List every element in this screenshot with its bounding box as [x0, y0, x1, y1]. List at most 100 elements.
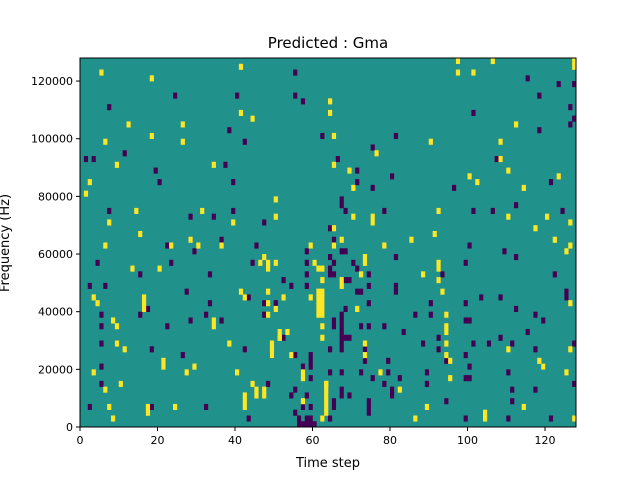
heatmap-cell-low: [331, 259, 337, 266]
heatmap-cell-low: [339, 248, 344, 255]
heatmap-cell-high: [436, 265, 441, 272]
heatmap-cell-high: [149, 132, 154, 140]
heatmap-cell-low: [103, 282, 108, 289]
heatmap-cell-high: [273, 196, 278, 203]
heatmap-cell-low: [347, 334, 352, 341]
heatmap-cell-low: [157, 179, 162, 186]
heatmap-cell-high: [568, 242, 573, 249]
heatmap-cell-high: [320, 334, 325, 341]
heatmap-cell-low: [149, 346, 154, 353]
heatmap-cell-low: [486, 340, 492, 347]
heatmap-cell-high: [266, 300, 271, 307]
heatmap-cell-low: [107, 104, 112, 111]
heatmap-cell-high: [339, 282, 344, 289]
heatmap-cell-low: [339, 386, 344, 393]
heatmap-cell-low: [153, 167, 158, 174]
heatmap-cell-high: [370, 213, 375, 220]
heatmap-cell-low: [293, 92, 298, 99]
heatmap-cell-high: [316, 305, 321, 312]
heatmap-cell-low: [343, 248, 348, 255]
x-tick-label: 40: [228, 434, 242, 447]
heatmap-cell-high: [266, 259, 271, 266]
heatmap-cell-low: [366, 271, 371, 278]
heatmap-cell-high: [471, 69, 476, 76]
heatmap-cell-low: [440, 271, 445, 278]
heatmap-cell-low: [312, 421, 317, 428]
heatmap-cell-high: [545, 213, 550, 220]
heatmap-cell-high: [428, 138, 433, 145]
heatmap-cell-high: [467, 173, 472, 180]
heatmap-cell-high: [308, 242, 313, 249]
heatmap-cell-low: [366, 323, 371, 330]
heatmap-cell-high: [250, 115, 255, 122]
y-axis-label: Frequency (Hz): [0, 194, 13, 292]
heatmap-cell-high: [114, 161, 120, 168]
heatmap-cell-high: [324, 392, 329, 399]
heatmap-cell-low: [99, 311, 104, 318]
heatmap-cell-high: [324, 409, 329, 416]
heatmap-cell-low: [359, 323, 364, 330]
heatmap-cell-low: [370, 375, 375, 382]
heatmap-cell-low: [366, 282, 371, 289]
plot-area: [79, 57, 577, 428]
heatmap-cell-low: [413, 311, 418, 318]
heatmap-cell-high: [362, 254, 368, 261]
heatmap-cell-high: [262, 386, 267, 393]
heatmap-cell-low: [436, 346, 441, 353]
heatmap-cell-low: [533, 346, 538, 353]
heatmap-cell-low: [320, 132, 325, 140]
heatmap-cell-low: [568, 104, 573, 111]
heatmap-cell-low: [463, 259, 468, 266]
heatmap-cell-low: [219, 236, 224, 243]
heatmap-cell-high: [362, 340, 368, 347]
heatmap-cell-high: [273, 213, 278, 220]
heatmap-cell-low: [514, 305, 519, 312]
y-tick-label: 20000: [38, 363, 73, 376]
heatmap-cell-low: [359, 369, 364, 376]
heatmap-cell-low: [556, 81, 561, 88]
heatmap-cell-low: [560, 207, 565, 214]
heatmap-cell-low: [390, 173, 395, 180]
heatmap-cell-high: [91, 294, 96, 301]
heatmap-cell-high: [254, 386, 259, 393]
heatmap-cell-high: [300, 398, 306, 405]
heatmap-cell-high: [316, 311, 321, 318]
heatmap-cell-high: [409, 236, 414, 243]
heatmap-cell-low: [331, 323, 337, 330]
heatmap-cell-high: [397, 386, 402, 393]
heatmap-cell-high: [269, 346, 275, 353]
heatmap-cell-low: [514, 254, 519, 261]
heatmap-cell-high: [308, 294, 313, 301]
heatmap-cell-low: [355, 288, 360, 295]
heatmap-cell-high: [506, 346, 511, 353]
heatmap-cell-low: [231, 179, 236, 186]
heatmap-cell-high: [316, 288, 321, 295]
heatmap-cell-low: [339, 317, 344, 324]
heatmap-cell-low: [548, 415, 554, 422]
heatmap-cell-low: [424, 380, 430, 387]
heatmap-cell-low: [510, 386, 515, 393]
heatmap-cell-high: [541, 363, 546, 370]
heatmap-cell-high: [242, 398, 247, 405]
heatmap-cell-high: [157, 265, 162, 272]
heatmap-cell-low: [262, 300, 267, 307]
heatmap-cell-high: [320, 277, 325, 284]
heatmap-cell-low: [428, 311, 433, 318]
heatmap-cell-high: [235, 369, 240, 376]
x-tick-label: 80: [383, 434, 397, 447]
heatmap-cell-high: [498, 138, 503, 145]
heatmap-cell-low: [304, 271, 309, 278]
heatmap-cell-low: [308, 375, 313, 382]
heatmap-cell-low: [506, 415, 511, 422]
heatmap-cell-low: [300, 403, 306, 411]
heatmap-cell-low: [173, 92, 178, 99]
heatmap-cell-low: [382, 323, 387, 330]
heatmap-cell-low: [192, 248, 197, 255]
heatmap-cell-low: [366, 409, 371, 416]
heatmap-cell-high: [521, 403, 526, 411]
heatmap-cell-low: [343, 305, 348, 312]
heatmap-cell-high: [107, 403, 112, 411]
heatmap-cell-low: [471, 207, 476, 214]
heatmap-cell-high: [351, 213, 356, 220]
